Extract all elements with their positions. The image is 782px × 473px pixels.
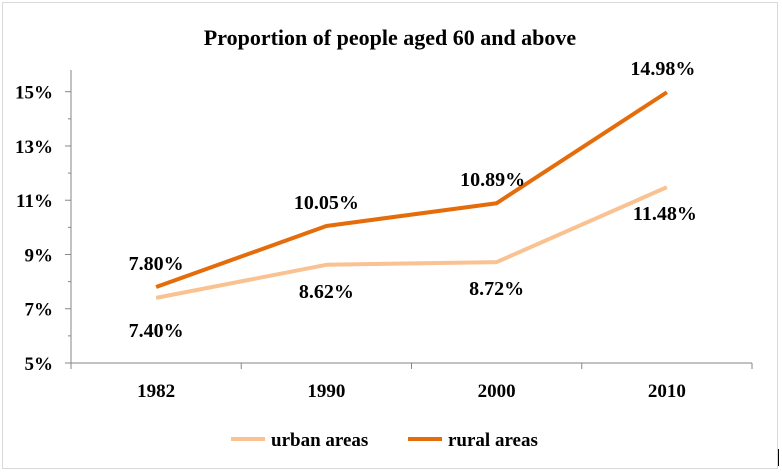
y-tick-label: 9% bbox=[25, 245, 54, 266]
axes: 5% 7% 9% 11% 13% 15% 1982 1990 2000 2010 bbox=[15, 70, 753, 402]
y-tick-label: 15% bbox=[15, 83, 53, 104]
legend-label: rural areas bbox=[448, 430, 538, 451]
chart-frame bbox=[2, 2, 778, 469]
data-label: 10.89% bbox=[460, 169, 525, 191]
y-tick-label: 7% bbox=[25, 300, 54, 321]
window-edge-mark bbox=[778, 449, 779, 466]
data-label: 7.80% bbox=[129, 253, 184, 275]
data-label: 10.05% bbox=[294, 192, 359, 214]
chart-title: Proportion of people aged 60 and above bbox=[204, 25, 577, 50]
y-tick-label: 13% bbox=[15, 137, 53, 158]
data-label: 8.72% bbox=[469, 278, 524, 300]
x-tick-label: 2000 bbox=[478, 381, 516, 402]
series-line-urban-areas bbox=[155, 185, 668, 300]
data-labels: 7.40% 8.62% 8.72% 11.48% 7.80% 10.05% 10.89% 14… bbox=[129, 58, 697, 342]
legend: urban areas rural areas bbox=[231, 430, 538, 451]
x-tick-label: 1982 bbox=[137, 381, 175, 402]
x-tick-label: 2010 bbox=[648, 381, 686, 402]
y-tick-label: 5% bbox=[25, 354, 54, 375]
series-line-rural-areas bbox=[155, 90, 668, 289]
data-label: 14.98% bbox=[630, 58, 695, 80]
data-label: 11.48% bbox=[633, 203, 697, 225]
x-tick-label: 1990 bbox=[307, 381, 345, 402]
series-lines bbox=[155, 90, 668, 300]
data-label: 7.40% bbox=[129, 320, 184, 342]
legend-label: urban areas bbox=[271, 430, 368, 451]
y-tick-label: 11% bbox=[16, 191, 53, 212]
data-label: 8.62% bbox=[299, 281, 354, 303]
